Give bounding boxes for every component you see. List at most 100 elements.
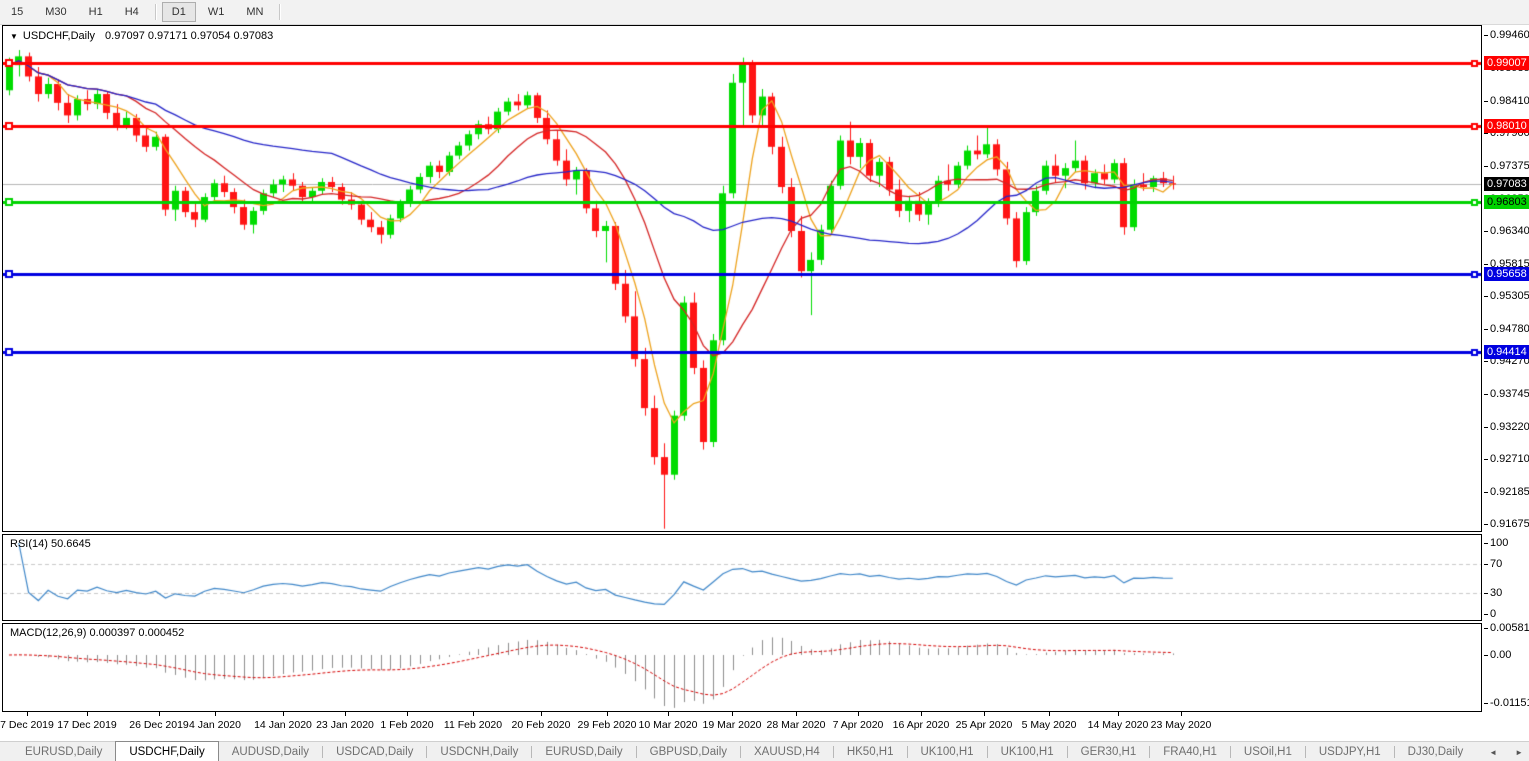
price-axis-label: 0.97375 <box>1484 159 1529 172</box>
timeframe-toolbar: 15 M30 H1 H4 D1 W1 MN <box>0 0 1529 25</box>
date-label: 7 Apr 2020 <box>832 719 884 731</box>
price-chart-canvas[interactable] <box>3 26 1481 531</box>
price-badge: 0.96803 <box>1484 194 1529 209</box>
rsi-axis-label: 100 <box>1483 537 1509 549</box>
chart-tab-fra40-12[interactable]: FRA40,H1 <box>1163 745 1217 758</box>
toolbar-separator <box>279 4 281 20</box>
date-tick <box>1049 712 1050 716</box>
date-tick <box>407 712 408 716</box>
tab-separator <box>426 745 428 758</box>
price-badge: 0.99007 <box>1484 56 1529 71</box>
date-label: 16 Apr 2020 <box>892 719 950 731</box>
tab-separator <box>1304 745 1306 758</box>
date-tick <box>796 712 797 716</box>
tab-separator <box>1149 745 1151 758</box>
date-label: 14 May 2020 <box>1087 719 1149 731</box>
chart-tab-gbpusd-6[interactable]: GBPUSD,Daily <box>649 745 727 758</box>
macd-axis-label: 0.00 <box>1483 649 1512 661</box>
chart-tab-usdjpy-14[interactable]: USDJPY,H1 <box>1318 745 1381 758</box>
price-badge: 0.97083 <box>1484 177 1529 192</box>
date-label: 11 Feb 2020 <box>443 719 503 731</box>
date-tick <box>732 712 733 716</box>
price-axis-label: 0.93745 <box>1484 387 1529 400</box>
date-label: 19 Mar 2020 <box>702 719 762 731</box>
chart-ohlc-values: 0.97097 0.97171 0.97054 0.97083 <box>105 30 274 42</box>
price-axis-label: 0.91675 <box>1484 518 1529 530</box>
chart-tab-eurusd-0[interactable]: EURUSD,Daily <box>25 745 103 758</box>
symbol-tab-bar: EURUSD,Daily USDCHF,Daily AUDUSD,Daily USDC… <box>0 741 1529 761</box>
tab-separator <box>322 745 324 758</box>
timeframe-button-mn[interactable]: MN <box>246 6 264 18</box>
timeframe-button-h1[interactable]: H1 <box>88 6 103 18</box>
price-axis-label: 0.94780 <box>1484 322 1529 335</box>
chart-tab-dj30-15[interactable]: DJ30,Daily <box>1407 745 1464 758</box>
macd-axis-label: -0.011510 <box>1484 697 1529 709</box>
date-tick <box>921 712 922 716</box>
date-tick <box>345 712 346 716</box>
timeframe-button-15[interactable]: 15 <box>11 6 24 18</box>
chart-tab-uk100-10[interactable]: UK100,H1 <box>1000 745 1054 758</box>
date-label: 20 Feb 2020 <box>511 719 571 731</box>
date-label: 23 Jan 2020 <box>316 719 374 731</box>
date-tick <box>87 712 88 716</box>
rsi-canvas[interactable] <box>3 535 1481 620</box>
date-tick <box>668 712 669 716</box>
chart-tab-usdcnh-4[interactable]: USDCNH,Daily <box>440 745 519 758</box>
tab-separator <box>1066 745 1068 758</box>
chart-tab-ger30-11[interactable]: GER30,H1 <box>1080 745 1137 758</box>
price-badge: 0.98010 <box>1484 119 1529 134</box>
price-axis-label: 0.92710 <box>1484 452 1529 465</box>
date-tick <box>607 712 608 716</box>
rsi-axis-label: 0 <box>1483 608 1497 620</box>
date-tick <box>984 712 985 716</box>
chart-tab-usdcad-3[interactable]: USDCAD,Daily <box>336 745 414 758</box>
chart-tab-eurusd-5[interactable]: EURUSD,Daily <box>545 745 623 758</box>
tab-scroll-right-icon[interactable]: ► <box>1515 747 1523 757</box>
symbol-dropdown-icon[interactable]: ▼ <box>10 31 18 41</box>
macd-canvas[interactable] <box>3 624 1481 711</box>
tab-separator <box>1393 745 1395 758</box>
date-label: 10 Mar 2020 <box>638 719 698 731</box>
tab-separator <box>986 745 988 758</box>
date-label: 4 Jan 2020 <box>189 719 241 731</box>
date-label: 14 Jan 2020 <box>254 719 312 731</box>
tab-separator <box>635 745 637 758</box>
timeframe-button-h4[interactable]: H4 <box>124 6 139 18</box>
chart-symbol-label: USDCHF,Daily <box>22 30 96 42</box>
macd-panel: MACD(12,26,9) 0.000397 0.000452 <box>2 623 1482 712</box>
timeframe-button-m30[interactable]: M30 <box>45 6 67 18</box>
date-label: 28 Mar 2020 <box>766 719 826 731</box>
date-tick <box>1181 712 1182 716</box>
rsi-axis-label: 70 <box>1483 558 1503 571</box>
price-axis: 0.994600.989350.984100.979000.973750.968… <box>1483 25 1529 712</box>
rsi-axis-label: 30 <box>1483 586 1503 599</box>
chart-tab-xauusd-7[interactable]: XAUUSD,H4 <box>754 745 820 758</box>
chart-tab-hk50-8[interactable]: HK50,H1 <box>846 745 894 758</box>
tab-separator <box>1229 745 1231 758</box>
date-label: 23 May 2020 <box>1150 719 1212 731</box>
date-label: 1 Feb 2020 <box>380 719 434 731</box>
chart-tab-uk100-9[interactable]: UK100,H1 <box>920 745 974 758</box>
date-axis: 7 Dec 2019 17 Dec 2019 26 Dec 2019 4 Jan 20… <box>0 712 1482 741</box>
price-axis-label: 0.96340 <box>1484 224 1529 237</box>
rsi-label: RSI(14) 50.6645 <box>10 538 91 550</box>
date-label: 26 Dec 2019 <box>129 719 189 731</box>
date-tick <box>1118 712 1119 716</box>
tab-separator <box>740 745 741 758</box>
date-tick <box>541 712 542 716</box>
chart-tab-usdchf-1[interactable]: USDCHF,Daily <box>115 741 219 761</box>
price-badge: 0.95658 <box>1484 266 1529 281</box>
tab-separator <box>832 745 834 758</box>
chart-tab-usoil-13[interactable]: USOil,H1 <box>1243 745 1292 758</box>
date-tick <box>283 712 284 716</box>
date-tick <box>215 712 216 716</box>
date-tick <box>159 712 160 716</box>
chart-tab-audusd-2[interactable]: AUDUSD,Daily <box>231 745 310 758</box>
date-label: 29 Feb 2020 <box>577 719 637 731</box>
timeframe-button-w1[interactable]: W1 <box>207 6 225 18</box>
date-tick <box>473 712 474 716</box>
tab-scroll-left-icon[interactable]: ◄ <box>1489 747 1498 757</box>
tab-separator <box>531 745 533 758</box>
timeframe-button-d1[interactable]: D1 <box>161 2 196 22</box>
